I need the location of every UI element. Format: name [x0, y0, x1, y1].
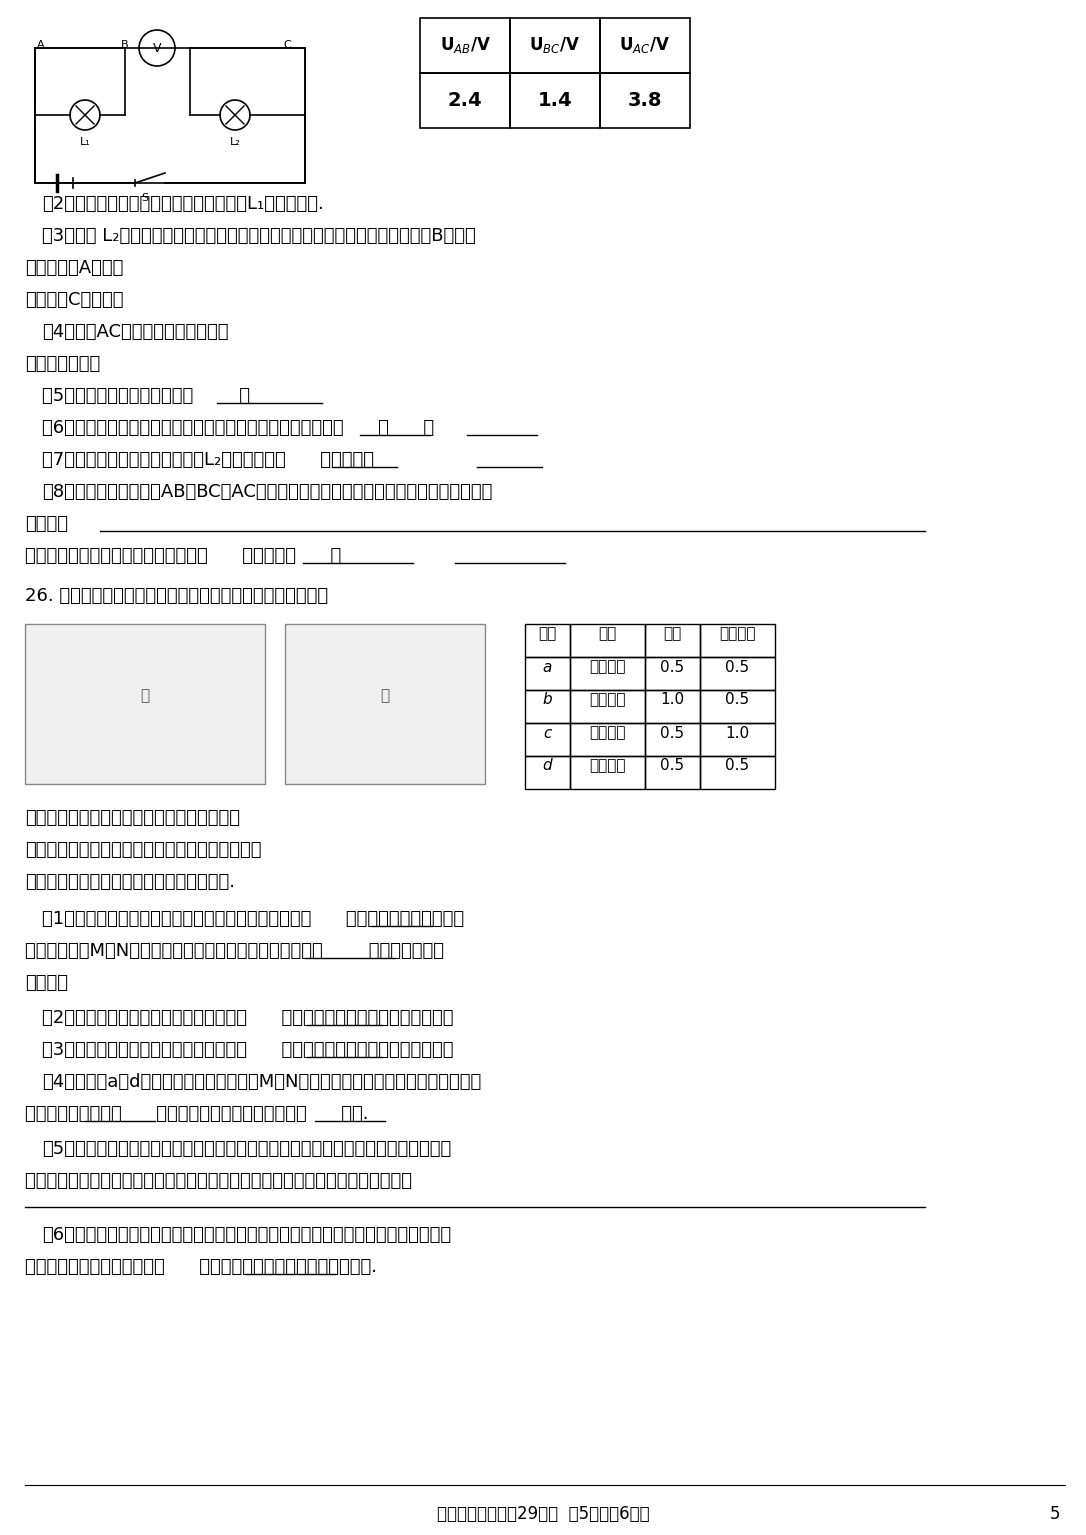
Bar [645, 657, 700, 691]
Text: c: c [543, 726, 552, 740]
Bar [420, 18, 510, 74]
Bar [700, 691, 775, 723]
Text: 甲: 甲 [140, 689, 150, 703]
Text: 猜想二：导体的电阔可能与导体的横截面积有关；: 猜想二：导体的电阔可能与导体的横截面积有关； [25, 841, 262, 860]
Text: 好电路后，在M、N之间分别接上不同的电阔丝，则通过观察        来比较导体电阔: 好电路后，在M、N之间分别接上不同的电阔丝，则通过观察 来比较导体电阔 [25, 942, 444, 959]
Text: 0.5: 0.5 [725, 758, 749, 774]
Text: 出结论：: 出结论： [25, 516, 68, 533]
Text: 的大小；: 的大小； [25, 975, 68, 992]
Bar [285, 625, 485, 784]
Text: 0.5: 0.5 [725, 660, 749, 674]
Text: a: a [542, 660, 552, 674]
Text: 猜想三：导体的电阔可能与导体的材料有关.: 猜想三：导体的电阔可能与导体的材料有关. [25, 873, 235, 890]
Bar [645, 757, 700, 789]
Bar [700, 723, 775, 757]
Text: 1.0: 1.0 [660, 692, 684, 708]
Bar [525, 757, 570, 789]
Text: （3）在测 L₂两端的电压时，小明为了节省时间，采用以下方法：电压表所接的B接点不: （3）在测 L₂两端的电压时，小明为了节省时间，采用以下方法：电压表所接的B接点… [42, 227, 476, 246]
Text: 步得到的结论是：当      和横截面积相同时，导体电阔跟      有关.: 步得到的结论是：当 和横截面积相同时，导体电阔跟 有关. [25, 1105, 368, 1124]
Bar [570, 625, 645, 657]
Bar [510, 74, 599, 127]
Bar [700, 757, 775, 789]
Text: 锶钓合金: 锶钓合金 [589, 726, 626, 740]
Text: （4）测出AC间的电压，得出结论。: （4）测出AC间的电压，得出结论。 [42, 322, 228, 341]
Text: 乙: 乙 [380, 689, 390, 703]
Bar [570, 723, 645, 757]
Text: （7）小明用上面的方法能否测出L₂两端的电压？      ，为什么？: （7）小明用上面的方法能否测出L₂两端的电压？ ，为什么？ [42, 451, 408, 470]
Text: （5）为了进一步探究电阔是否受温度的影响，按图乙接通电路后，用酒精灯给电阔丝: （5）为了进一步探究电阔是否受温度的影响，按图乙接通电路后，用酒精灯给电阔丝 [42, 1141, 452, 1157]
Text: 材料: 材料 [598, 626, 616, 642]
Text: 0.5: 0.5 [660, 660, 684, 674]
Bar [700, 657, 775, 691]
Text: U$_{AB}$/V: U$_{AB}$/V [440, 35, 491, 55]
Text: （5）在拆接电路时，开关必须        。: （5）在拆接电路时，开关必须 。 [42, 387, 250, 405]
Bar [645, 625, 700, 657]
Text: d: d [542, 758, 552, 774]
Text: 【交流与评估】: 【交流与评估】 [25, 355, 100, 373]
Text: 缓慢加热，观察加热前后电流表的示数，发现示数变小了，由此现象可得出结论：: 缓慢加热，观察加热前后电流表的示数，发现示数变小了，由此现象可得出结论： [25, 1173, 446, 1190]
Text: （2）闭合开关，排除故障，用电压表测出L₁两端的电压.: （2）闭合开关，排除故障，用电压表测出L₁两端的电压. [42, 195, 324, 213]
Bar [525, 723, 570, 757]
Text: 物理试卷（钓锋区29中）  第5页（兲6页）: 物理试卷（钓锋区29中） 第5页（兲6页） [437, 1504, 649, 1523]
Text: 的输电线，这样输电线的电阔      ，从而可以减小输电线上的电能损失.: 的输电线，这样输电线的电阔 ，从而可以减小输电线上的电能损失. [25, 1259, 377, 1276]
Text: C: C [283, 40, 291, 51]
Bar [645, 723, 700, 757]
Text: 编号: 编号 [538, 626, 556, 642]
Text: 0.5: 0.5 [725, 692, 749, 708]
Text: （6）近几年，我国城乡许多地区进行了输电线路的改造，将原来细的输电线换成较粗: （6）近几年，我国城乡许多地区进行了输电线路的改造，将原来细的输电线换成较粗 [42, 1226, 451, 1243]
Text: 猜想一：导体的电阔可能与导体的长度有关；: 猜想一：导体的电阔可能与导体的长度有关； [25, 809, 240, 827]
Text: 1.4: 1.4 [538, 91, 572, 109]
Text: 长度: 长度 [662, 626, 681, 642]
Bar [420, 74, 510, 127]
Text: 5: 5 [1049, 1504, 1060, 1523]
Text: 0.5: 0.5 [660, 726, 684, 740]
Bar [599, 74, 690, 127]
Text: V: V [153, 41, 161, 55]
Text: U$_{AC}$/V: U$_{AC}$/V [619, 35, 670, 55]
Text: 26. 在探究影响导体电阔大小的因素，小明作出了如下猜想：: 26. 在探究影响导体电阔大小的因素，小明作出了如下猜想： [25, 586, 328, 605]
Bar [25, 625, 265, 784]
Bar [525, 691, 570, 723]
Bar [570, 657, 645, 691]
Text: b: b [542, 692, 552, 708]
Text: 锶钓合金: 锶钓合金 [589, 660, 626, 674]
Bar [599, 18, 690, 74]
Bar [525, 657, 570, 691]
Bar [525, 625, 570, 657]
Text: （6）闭合开关，发现电压表示数为零，则小灯泡的故障可能是      或      。: （6）闭合开关，发现电压表示数为零，则小灯泡的故障可能是 或 。 [42, 419, 434, 437]
Text: L₂: L₂ [229, 137, 240, 147]
Text: （8）方法改进后，测出AB、BC、AC间的电压记录在右面表格中，小明分析实验数据得: （8）方法改进后，测出AB、BC、AC间的电压记录在右面表格中，小明分析实验数据… [42, 484, 492, 500]
Text: 横截面积: 横截面积 [719, 626, 755, 642]
Text: （3）为了验证上述猜想二，应该选用编号      两根电阔丝分别接入电路进行实验；: （3）为了验证上述猜想二，应该选用编号 两根电阔丝分别接入电路进行实验； [42, 1041, 454, 1059]
Text: （4）分别将a和d两电阔丝接入图甲电路中M、N两点间，电流表示数不相同，由此，初: （4）分别将a和d两电阔丝接入图甲电路中M、N两点间，电流表示数不相同，由此，初 [42, 1073, 481, 1091]
Bar [570, 757, 645, 789]
Text: 3.8: 3.8 [628, 91, 662, 109]
Bar [570, 691, 645, 723]
Text: L₁: L₁ [79, 137, 90, 147]
Text: 2.4: 2.4 [447, 91, 482, 109]
Text: U$_{BC}$/V: U$_{BC}$/V [530, 35, 581, 55]
Text: 鎔钓合金: 鎔钓合金 [589, 758, 626, 774]
Text: 并改接到C接点上。: 并改接到C接点上。 [25, 292, 124, 309]
Bar [510, 18, 599, 74]
Text: 此实验在设计方案上存在的不足之处是      ，改进方法      。: 此实验在设计方案上存在的不足之处是 ，改进方法 。 [25, 546, 341, 565]
Text: 锶钓合金: 锶钓合金 [589, 692, 626, 708]
Text: （1）如图甲所示的电路中，开关闭合前滑动变阻器滑到      端（选填左或右），连接: （1）如图甲所示的电路中，开关闭合前滑动变阻器滑到 端（选填左或右），连接 [42, 910, 464, 929]
Bar [700, 625, 775, 657]
Text: B: B [122, 40, 129, 51]
Text: A: A [37, 40, 45, 51]
Text: 0.5: 0.5 [660, 758, 684, 774]
Text: 1.0: 1.0 [725, 726, 749, 740]
Bar [645, 691, 700, 723]
Text: （2）为了验证上述猜想一，应该选用编号      两根电阔丝分别接入电路进行实验；: （2）为了验证上述猜想一，应该选用编号 两根电阔丝分别接入电路进行实验； [42, 1008, 454, 1027]
Text: S: S [141, 193, 149, 203]
Text: 动，只断开A接点，: 动，只断开A接点， [25, 259, 124, 276]
